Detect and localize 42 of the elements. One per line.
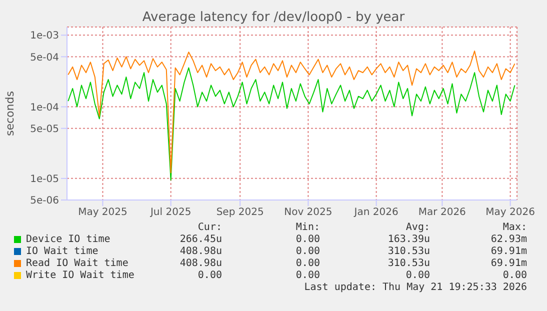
text: 163.39u [386,234,430,245]
y-axis-title: seconds [4,90,16,138]
text: 310.53u [386,246,430,257]
x-tick-label: Mar 2026 [418,207,466,218]
legend-label: IO Wait time [26,246,98,257]
line-series [68,50,516,174]
y-tick-label: 5e-05 [30,124,59,135]
text: 0.00 [196,270,222,281]
text: Avg: [404,222,430,233]
x-tick-label: Sep 2025 [216,207,264,218]
text: 408.98u [178,246,222,257]
text: 0.00 [294,270,320,281]
x-tick-label: Jul 2025 [149,207,192,218]
y-tick-label: 1e-04 [30,102,59,114]
chart-title: Average latency for /dev/loop0 - by year [141,10,406,25]
text: 266.45u [178,234,222,245]
text: 0.00 [294,258,320,269]
legend-label: Write IO Wait time [26,270,134,281]
y-tick-label: 5e-06 [30,196,59,207]
x-tick-label: May 2026 [486,207,535,218]
legend-label: Device IO time [26,234,110,245]
y-tick-label: 1e-05 [30,174,59,185]
text: 310.53u [386,258,430,269]
text: Cur: [196,222,222,233]
text: Max: [502,222,527,233]
x-tick-label: Nov 2025 [284,207,332,218]
text: 0.00 [294,246,320,257]
legend-label: Read IO Wait time [26,258,128,269]
line-series [68,67,516,181]
y-tick-label: 5e-04 [30,52,59,64]
text: 69.91m [490,258,527,269]
text: 0.00 [404,270,430,281]
x-tick-label: Jan 2026 [353,207,398,218]
text: 69.91m [490,246,527,257]
text: 0.00 [502,270,527,281]
x-tick-label: May 2025 [78,207,128,218]
text: 0.00 [294,234,320,245]
text: Last update: Thu May 21 19:25:33 2026 [304,282,527,293]
text: 408.98u [178,258,222,269]
text: Min: [294,222,320,233]
y-tick-label: 1e-03 [30,30,59,42]
text: 62.93m [490,234,527,245]
